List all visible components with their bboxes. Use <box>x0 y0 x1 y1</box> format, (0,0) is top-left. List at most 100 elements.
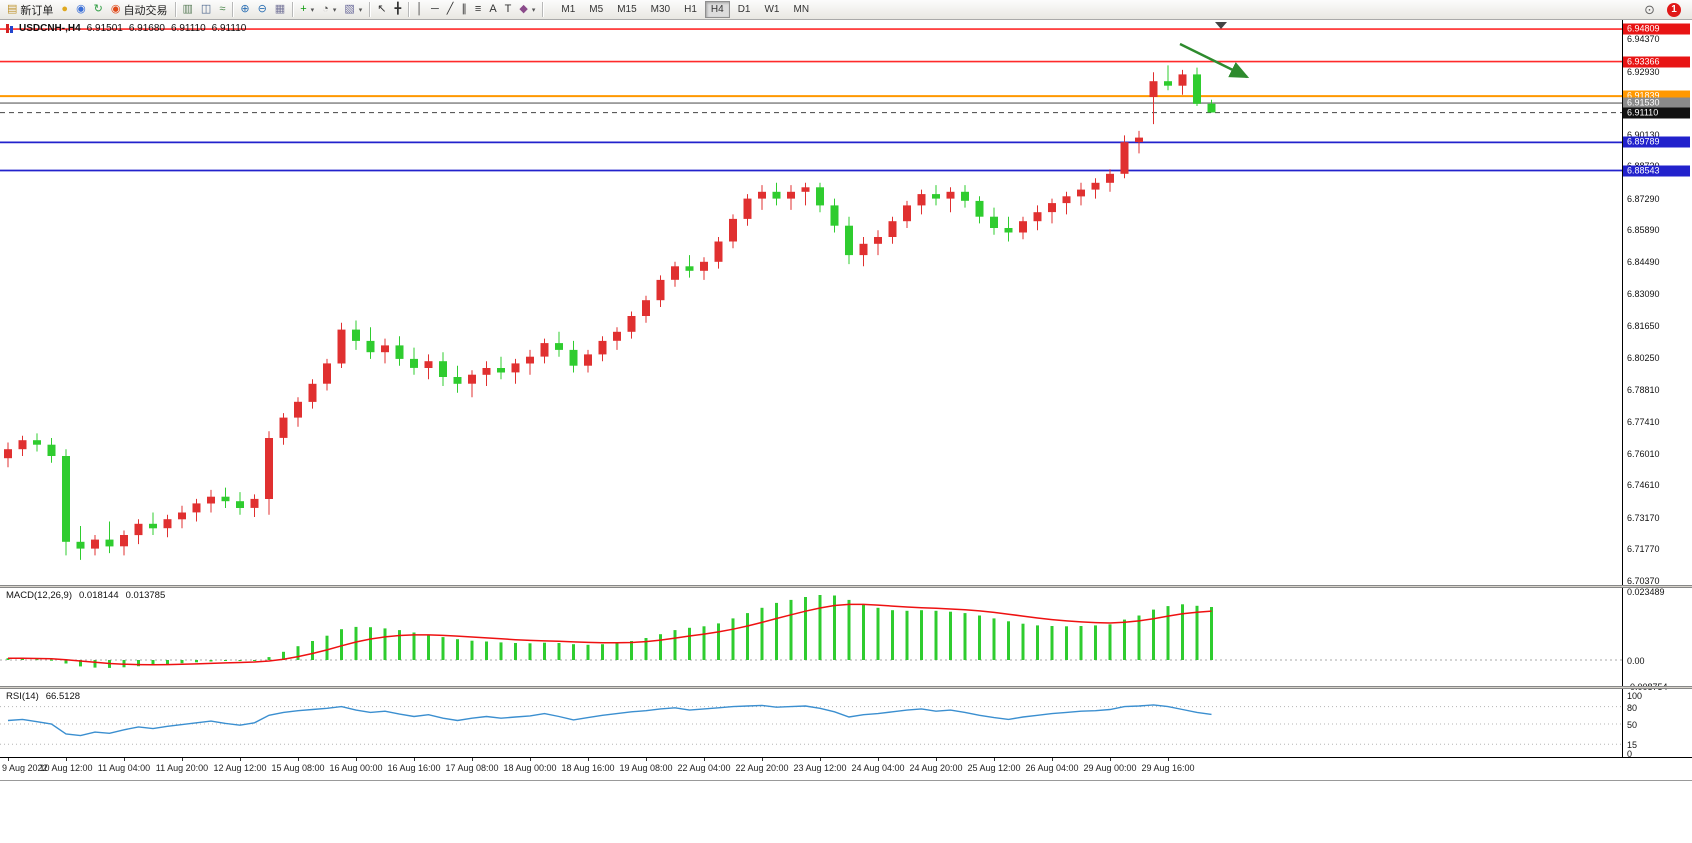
candle-body <box>743 198 752 219</box>
time-axis[interactable]: 9 Aug 2022 10 Aug 12:00 11 Aug 04:00 11 Aug… <box>0 757 1692 781</box>
chart-candles-button[interactable]: ◫ <box>197 1 215 19</box>
crosshair-icon: ╋ <box>394 3 402 15</box>
candlestick-chart[interactable] <box>0 20 1622 585</box>
macd-histogram-bar <box>441 637 445 660</box>
toolbar-separator <box>232 2 234 17</box>
price-scale[interactable]: 6.943706.929306.915306.901306.887306.872… <box>1622 19 1692 781</box>
candle-body <box>366 340 375 353</box>
timeframe-h1-button[interactable]: H1 <box>678 1 703 18</box>
horizontal-line-button[interactable]: ─ <box>427 1 443 19</box>
toolbar-separator <box>408 2 410 17</box>
ohlc-low: 6.91110 <box>170 23 206 34</box>
notification-badge[interactable]: 1 <box>1667 2 1681 17</box>
candle-body <box>149 523 157 529</box>
macd-histogram-bar <box>789 599 793 660</box>
candle-body <box>845 225 853 256</box>
candle-body <box>207 496 215 504</box>
macd-histogram-bar <box>209 660 213 662</box>
new-order-icon: ▤ <box>7 3 18 15</box>
fibonacci-button[interactable]: ≡ <box>471 1 485 19</box>
rsi-pane[interactable]: RSI(14) 66.5128 <box>0 689 1622 757</box>
timeframe-m30-button[interactable]: M30 <box>645 1 676 18</box>
chart-line-button[interactable]: ≈ <box>215 1 229 19</box>
macd-histogram-bar <box>166 660 169 665</box>
macd-histogram-bar <box>137 660 140 667</box>
channel-button[interactable]: ∥ <box>457 1 471 19</box>
pane-separator[interactable] <box>0 686 1692 689</box>
macd-histogram-bar <box>1166 606 1170 660</box>
rsi-chart[interactable] <box>0 689 1622 757</box>
candle-body <box>714 241 723 262</box>
zoom-out-button[interactable]: ⊖ <box>254 1 271 19</box>
macd-histogram-bar <box>311 641 314 660</box>
time-axis-label: 17 Aug 08:00 <box>445 763 499 773</box>
candle-body <box>584 354 592 366</box>
toolbar-right: ⊙ 1 <box>1640 1 1689 19</box>
rsi-scale-label: 100 <box>1627 691 1643 701</box>
candle-body <box>874 237 882 244</box>
macd-histogram-bar <box>717 623 720 660</box>
cursor-button[interactable]: ↖ <box>373 1 390 19</box>
macd-chart[interactable] <box>0 588 1622 686</box>
candle-body <box>816 187 824 206</box>
macd-histogram-bar <box>601 644 604 660</box>
text-label-button[interactable]: T <box>501 1 516 19</box>
macd-histogram-bar <box>383 628 387 660</box>
chevron-down-icon: ▾ <box>358 6 363 14</box>
candle-body <box>250 498 259 508</box>
candle-body <box>192 503 201 513</box>
timeframe-w1-button[interactable]: W1 <box>758 1 785 18</box>
channel-icon: ∥ <box>461 3 467 15</box>
indicators-button[interactable]: + ▾ <box>296 1 318 19</box>
candle-body <box>830 205 839 226</box>
vertical-line-button[interactable]: │ <box>412 1 427 19</box>
macd-histogram-bar <box>673 630 677 660</box>
tile-windows-button[interactable]: ▦ <box>271 1 289 19</box>
macd-histogram-bar <box>238 660 242 661</box>
candle-body <box>439 361 447 377</box>
crosshair-button[interactable]: ╋ <box>390 1 405 19</box>
text-button[interactable]: A <box>485 1 500 19</box>
rsi-line <box>7 704 1212 737</box>
macd-signal-line <box>7 603 1212 666</box>
timeframe-d1-button[interactable]: D1 <box>732 1 757 18</box>
price-scale-label: 6.92930 <box>1627 66 1660 77</box>
accounts-button[interactable]: ◉ <box>72 1 90 19</box>
zoom-in-button[interactable]: ⊕ <box>236 1 253 19</box>
candle-body <box>62 456 70 542</box>
templates-button[interactable]: ▧ ▾ <box>340 1 366 19</box>
gold-button[interactable]: ● <box>57 1 72 19</box>
search-button[interactable]: ⊙ <box>1640 1 1659 19</box>
arrows-button[interactable]: ◆ ▾ <box>515 1 539 19</box>
periods-button[interactable]: ◔ ▾ <box>318 1 340 19</box>
price-scale-label: 6.84490 <box>1627 257 1660 268</box>
time-axis-label: 25 Aug 12:00 <box>967 763 1021 773</box>
timeframe-m5-button[interactable]: M5 <box>583 1 609 18</box>
macd-histogram-bar <box>746 613 749 660</box>
trendline-button[interactable]: ╱ <box>443 1 458 19</box>
chart-bars-button[interactable]: ▥ <box>179 1 197 19</box>
macd-value-main: 0.018144 <box>79 590 119 601</box>
chevron-down-icon: ▾ <box>310 6 315 14</box>
trend-arrow-annotation[interactable] <box>1179 42 1250 79</box>
time-axis-tick <box>704 758 705 761</box>
candle-body <box>1207 103 1216 113</box>
rsi-scale-label: 80 <box>1627 702 1638 713</box>
candle-body <box>569 349 578 366</box>
timeframe-m15-button[interactable]: M15 <box>611 1 642 18</box>
timeframe-m1-button[interactable]: M1 <box>555 1 581 18</box>
refresh-button[interactable]: ↻ <box>90 1 107 19</box>
auto-trading-button[interactable]: ◉ 自动交易 <box>107 1 172 19</box>
macd-histogram-bar <box>557 643 561 660</box>
timeframe-h4-button[interactable]: H4 <box>704 1 730 18</box>
macd-pane[interactable]: MACD(12,26,9) 0.018144 0.013785 <box>0 588 1622 686</box>
candle-body <box>482 368 491 375</box>
price-scale-label: 6.90130 <box>1627 129 1660 140</box>
pane-separator[interactable] <box>0 585 1692 588</box>
new-order-button[interactable]: ▤ 新订单 <box>3 1 57 19</box>
main-chart-pane[interactable]: USDCNH-,H4 6.91501 6.91680 6.91110 6.911… <box>0 19 1622 585</box>
timeframe-mn-button[interactable]: MN <box>787 1 815 18</box>
macd-histogram-bar <box>1050 626 1054 660</box>
rsi-name: RSI(14) <box>6 691 39 702</box>
macd-histogram-bar <box>1195 605 1199 660</box>
